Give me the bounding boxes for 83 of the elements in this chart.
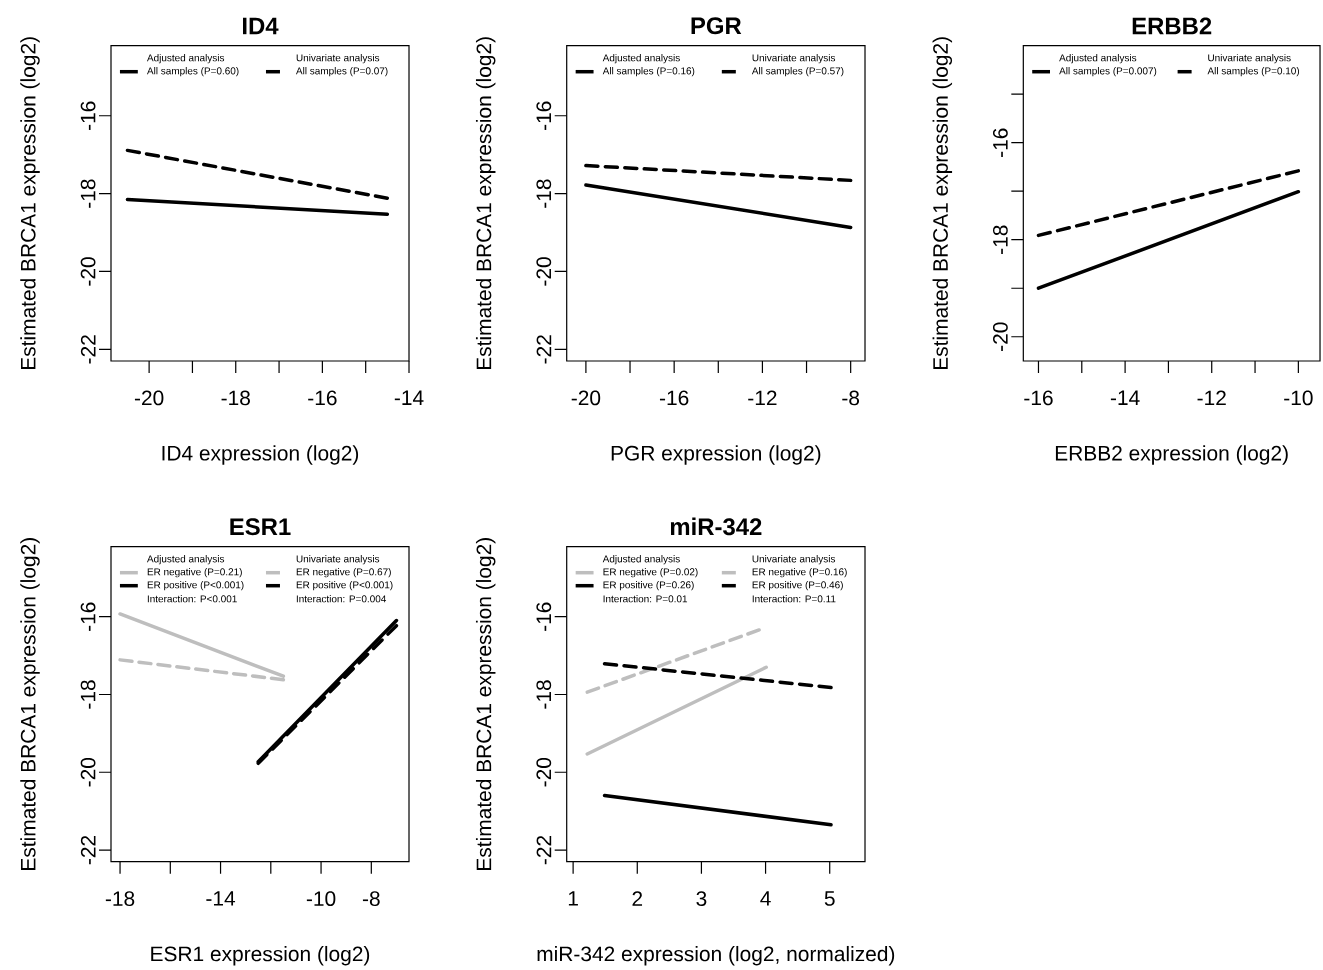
x-tick-label: 5 — [824, 891, 835, 906]
x-tick-label: -14 — [394, 390, 424, 405]
x-tick-label: -20 — [134, 390, 164, 406]
y-axis-title: Estimated BRCA1 expression (log2) — [475, 37, 496, 370]
annotation: Univariate analysis — [752, 54, 836, 64]
x-axis-title: ERBB2 expression (log2) — [1055, 445, 1288, 465]
x-axis-title: ESR1 expression (log2) — [151, 945, 370, 966]
annotation: Adjusted analysis — [146, 54, 225, 64]
y-axis-title: Estimated BRCA1 expression (log2) — [475, 538, 496, 870]
annotation: Univariate analysis — [752, 555, 836, 565]
x-tick-label: 3 — [696, 891, 707, 907]
x-tick-label: -10 — [1284, 390, 1313, 406]
chart-title: ESR1 — [230, 518, 291, 536]
x-tick-label: -16 — [659, 390, 689, 406]
x-tick-label: -14 — [206, 891, 236, 906]
annotation: Adjusted analysis — [602, 555, 680, 565]
chart-title: PGR — [691, 17, 742, 35]
y-tick-label: -18 — [80, 179, 96, 208]
x-tick-label: -14 — [1110, 390, 1140, 405]
annotation: Adjusted analysis — [146, 555, 225, 565]
y-tick-label: -20 — [536, 257, 552, 286]
y-tick-label: -16 — [536, 602, 552, 631]
legend-label: ER positive (P<0.001) — [147, 581, 244, 591]
x-tick-label: -8 — [842, 390, 860, 406]
legend-label: All samples (P=0.60) — [146, 67, 239, 77]
legend-label: All samples (P=0.007) — [1059, 67, 1157, 77]
y-tick-label: -16 — [80, 101, 96, 130]
annotation: Interaction: P=0.004 — [296, 595, 387, 603]
legend-label: ER positive (P=0.26) — [603, 581, 694, 591]
legend-label: ER negative (P=0.21) — [147, 568, 242, 578]
y-axis-title: Estimated BRCA1 expression (log2) — [932, 37, 953, 370]
annotation: Interaction: P=0.01 — [603, 595, 688, 603]
y-axis-title: Estimated BRCA1 expression (log2) — [20, 37, 40, 370]
legend-label: All samples (P=0.57) — [751, 67, 844, 77]
x-tick-label: 2 — [632, 891, 643, 906]
y-tick-label: -22 — [536, 835, 552, 865]
chart-title: ID4 — [242, 17, 279, 35]
x-tick-label: -18 — [105, 891, 135, 907]
legend-label: ER negative (P=0.02) — [603, 568, 698, 578]
x-tick-label: -16 — [1024, 390, 1053, 406]
y-tick-label: -20 — [80, 757, 96, 787]
y-tick-label: -16 — [80, 602, 96, 631]
y-tick-label: -20 — [80, 257, 96, 286]
y-tick-label: -22 — [536, 335, 552, 364]
legend-label: All samples (P=0.16) — [602, 67, 695, 77]
y-tick-label: -20 — [992, 322, 1008, 351]
legend-label: ER negative (P=0.67) — [296, 568, 391, 578]
x-tick-label: 4 — [760, 891, 771, 906]
annotation: Interaction: P=0.11 — [752, 595, 836, 603]
y-tick-label: -22 — [80, 335, 96, 364]
y-tick-label: -18 — [80, 680, 96, 709]
y-tick-label: -18 — [536, 680, 552, 709]
y-tick-label: -22 — [80, 835, 96, 865]
annotation: Interaction: P<0.001 — [147, 595, 237, 603]
chart-title: ERBB2 — [1132, 17, 1212, 35]
y-axis-title: Estimated BRCA1 expression (log2) — [20, 538, 40, 870]
x-tick-label: -10 — [306, 891, 336, 907]
y-tick-label: -16 — [992, 128, 1008, 157]
annotation: Univariate analysis — [296, 555, 380, 565]
y-tick-label: -18 — [536, 179, 552, 208]
annotation: Adjusted analysis — [1059, 54, 1137, 64]
x-tick-label: -12 — [748, 390, 777, 406]
legend-label: ER positive (P<0.001) — [296, 581, 393, 591]
x-axis-title: ID4 expression (log2) — [162, 445, 359, 465]
y-tick-label: -16 — [536, 101, 552, 130]
x-tick-label: -12 — [1197, 390, 1226, 406]
chart-title: miR-342 — [670, 517, 762, 536]
annotation: Univariate analysis — [1208, 54, 1291, 64]
annotation: Univariate analysis — [296, 54, 380, 64]
legend-label: All samples (P=0.07) — [295, 67, 388, 77]
x-tick-label: -16 — [308, 390, 337, 406]
annotation: Adjusted analysis — [602, 54, 680, 64]
legend-label: All samples (P=0.10) — [1207, 67, 1300, 77]
x-axis-title: PGR expression (log2) — [611, 445, 821, 465]
legend-label: ER negative (P=0.16) — [752, 568, 847, 578]
legend-label: ER positive (P=0.46) — [752, 581, 843, 591]
y-tick-label: -20 — [536, 757, 552, 787]
x-tick-label: -8 — [362, 891, 380, 907]
x-axis-title: miR-342 expression (log2, normalized) — [537, 945, 895, 966]
x-tick-label: -18 — [221, 390, 250, 406]
y-tick-label: -18 — [992, 225, 1008, 254]
x-tick-label: -20 — [571, 390, 601, 406]
x-tick-label: 1 — [568, 891, 578, 906]
